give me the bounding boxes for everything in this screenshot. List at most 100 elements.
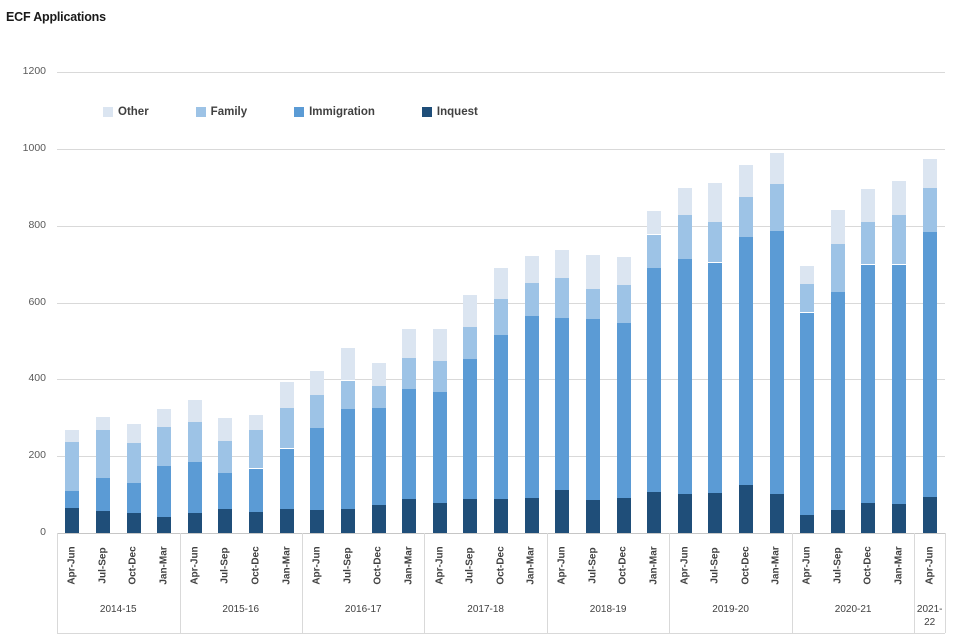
bar-segment-family [616, 284, 631, 324]
bar-segment-other [249, 415, 263, 431]
bar-segment-family [402, 358, 417, 390]
bar-segment-immigration [402, 389, 417, 500]
bar-segment-immigration [800, 312, 815, 516]
bar-segment-immigration [708, 262, 723, 493]
legend-label: Other [118, 106, 149, 118]
bar-segment-other [371, 362, 386, 387]
bar-segment-immigration [585, 319, 600, 500]
bar-segment-family [861, 222, 876, 265]
legend-swatch-icon [421, 107, 432, 117]
bar-segment-immigration [249, 468, 263, 512]
bar-segment-inquest [310, 510, 325, 533]
bar-segment-immigration [187, 461, 202, 513]
bar-segment-inquest [157, 517, 172, 533]
bar-segment-immigration [65, 491, 80, 509]
bar-segment-other [739, 165, 753, 197]
bar-segment-inquest [218, 508, 233, 533]
bar-segment-other [126, 423, 141, 443]
bar-segment-immigration [157, 465, 172, 518]
legend-label: Immigration [309, 106, 375, 118]
bar-segment-other [402, 329, 417, 359]
year-group-divider [791, 533, 793, 633]
bar-segment-immigration [279, 448, 294, 510]
bar-segment-inquest [371, 505, 386, 533]
bar-segment-family [463, 327, 478, 359]
bar-segment-family [65, 441, 80, 492]
bar-segment-family [830, 244, 845, 293]
year-group-divider [945, 533, 946, 633]
bar-segment-other [524, 255, 539, 283]
bar-segment-family [157, 426, 172, 466]
bar-segment-other [830, 210, 845, 245]
x-axis-year-label: 2019-20 [712, 604, 749, 615]
bar-segment-inquest [524, 497, 539, 533]
bar-segment-inquest [494, 499, 508, 533]
bar-segment-inquest [647, 491, 662, 533]
legend-item-other: Other [103, 106, 149, 118]
legend-swatch-icon [103, 107, 113, 117]
bar-segment-inquest [340, 509, 355, 533]
bar-segment-immigration [310, 427, 325, 511]
bar-segment-family [126, 442, 141, 484]
bar-segment-immigration [95, 478, 110, 512]
bar-segment-other [861, 189, 876, 223]
bar-segment-immigration [830, 292, 845, 511]
bar-segment-inquest [739, 484, 753, 533]
chart-legend: Other Family Immigration Inquest [103, 106, 478, 118]
bar-segment-inquest [677, 493, 692, 533]
y-axis-tick-label: 1200 [22, 65, 46, 77]
legend-swatch-icon [195, 107, 206, 117]
bar-segment-inquest [800, 515, 815, 533]
bar-segment-family [892, 215, 907, 265]
bar-segment-inquest [830, 510, 845, 533]
bar-segment-family [432, 360, 447, 392]
bar-segment-immigration [218, 473, 233, 509]
bar-segment-inquest [279, 509, 294, 533]
bar-segment-immigration [126, 483, 141, 513]
x-axis-year-label: 2016-17 [344, 604, 382, 615]
y-axis-tick-label: 0 [40, 526, 46, 538]
bar-segment-family [187, 422, 202, 462]
bar-segment-immigration [463, 358, 478, 500]
bar-segment-family [310, 394, 325, 428]
x-axis-year-label: 2017-18 [467, 604, 504, 615]
bar-segment-immigration [922, 232, 937, 497]
bar-segment-inquest [769, 494, 784, 533]
x-axis-year-label: 2021-22 [916, 604, 943, 628]
bar-segment-family [708, 222, 723, 263]
year-group-divider [424, 533, 426, 633]
bar-segment-inquest [922, 496, 937, 533]
bar-segment-inquest [65, 508, 80, 533]
bar-segment-other [157, 408, 172, 427]
bar-segment-other [892, 180, 907, 216]
bar-segment-other [708, 183, 723, 223]
bar-segment-immigration [616, 323, 631, 499]
bar-segment-inquest [463, 499, 478, 533]
bar-segment-inquest [249, 511, 263, 533]
bar-segment-inquest [616, 498, 631, 533]
bar-segment-inquest [187, 513, 202, 533]
bar-segment-family [524, 282, 539, 316]
bar-segment-other [340, 348, 355, 381]
y-axis-tick-label: 1000 [22, 142, 46, 154]
bar-segment-immigration [769, 230, 784, 495]
bar-segment-other [494, 267, 508, 299]
legend-item-inquest: Inquest [421, 106, 478, 118]
bar-segment-family [800, 284, 815, 313]
bar-segment-inquest [126, 513, 141, 533]
bar-segment-other [187, 399, 202, 422]
bar-segment-inquest [555, 489, 570, 533]
x-axis-quarter-label-text: Apr-Jun [924, 545, 936, 585]
bar-segment-family [218, 441, 233, 474]
x-axis-year-label: 2014-15 [99, 604, 137, 615]
gridline [57, 226, 945, 227]
x-axis-year-label: 2015-16 [222, 604, 260, 615]
year-group-divider [546, 533, 548, 633]
legend-item-family: Family [195, 106, 248, 118]
legend-label: Family [210, 106, 248, 118]
bar-segment-immigration [371, 408, 386, 506]
bar-segment-immigration [739, 236, 753, 485]
bar-segment-other [218, 417, 233, 442]
gridline [57, 149, 945, 150]
